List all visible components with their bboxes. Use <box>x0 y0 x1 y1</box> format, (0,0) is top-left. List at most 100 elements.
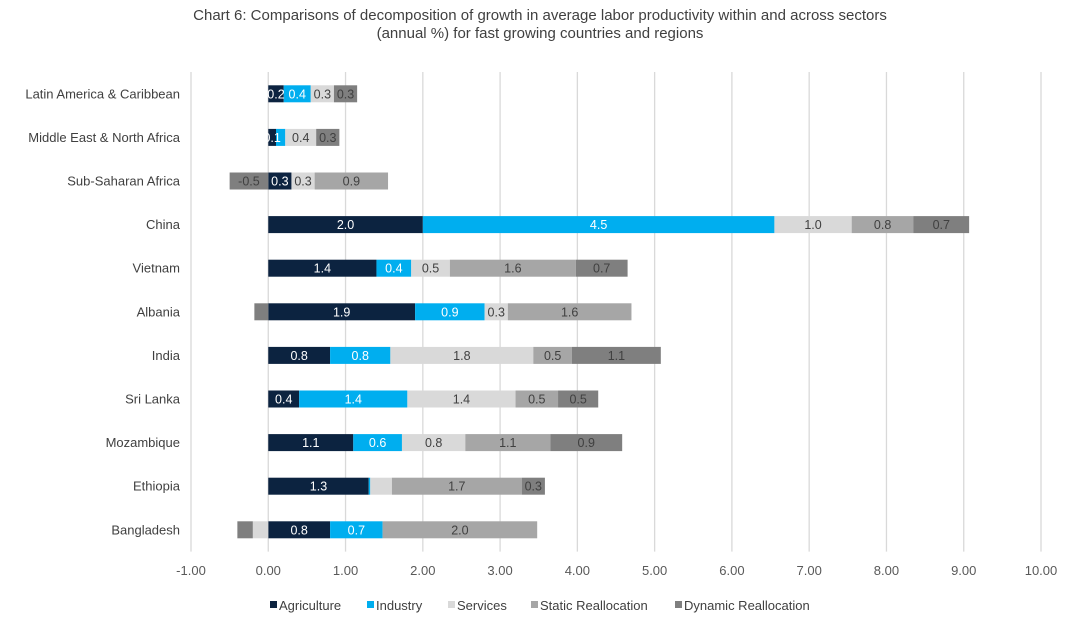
data-label: 0.1 <box>263 131 280 145</box>
data-label: 1.6 <box>504 262 521 276</box>
bar-agriculture-sub-saharan-africa <box>268 172 292 190</box>
legend-item-services: Services <box>448 598 507 613</box>
category-label-middle-east-north-africa: Middle East & North Africa <box>28 130 180 145</box>
data-label: 0.5 <box>528 393 545 407</box>
legend-swatch <box>675 601 682 608</box>
bar-dynamic-reallocation-albania <box>254 303 269 321</box>
bar-static-reallocation-vietnam <box>449 259 576 277</box>
bar-services-india <box>390 346 534 364</box>
data-label: 1.0 <box>804 218 821 232</box>
bar-industry-mozambique <box>353 434 402 452</box>
data-label: 1.7 <box>448 480 465 494</box>
bar-industry-latin-america-caribbean <box>283 85 311 103</box>
bar-industry-ethiopia <box>368 477 371 495</box>
data-label: 0.3 <box>337 87 354 101</box>
data-label: 1.1 <box>302 436 319 450</box>
data-label: 0.9 <box>578 436 595 450</box>
legend-item-static-reallocation: Static Reallocation <box>531 598 648 613</box>
data-label: 2.0 <box>451 523 468 537</box>
category-label-ethiopia: Ethiopia <box>133 479 181 494</box>
data-label: 0.2 <box>267 87 284 101</box>
data-label: 0.9 <box>441 305 458 319</box>
bar-dynamic-reallocation-mozambique <box>550 434 623 452</box>
bar-services-china <box>774 216 852 234</box>
legend-label: Industry <box>376 598 423 613</box>
bar-static-reallocation-mozambique <box>465 434 551 452</box>
data-label: -0.5 <box>238 175 260 189</box>
data-label: 0.5 <box>544 349 561 363</box>
category-label-sri-lanka: Sri Lanka <box>125 392 181 407</box>
bar-dynamic-reallocation-sub-saharan-africa <box>229 172 269 190</box>
bar-static-reallocation-china <box>851 216 914 234</box>
category-label-latin-america-caribbean: Latin America & Caribbean <box>25 86 180 101</box>
legend-swatch <box>448 601 455 608</box>
category-label-vietnam: Vietnam <box>133 261 180 276</box>
category-label-albania: Albania <box>137 304 181 319</box>
data-label: 0.3 <box>294 175 311 189</box>
bar-static-reallocation-bangladesh <box>382 521 538 539</box>
legend-swatch <box>270 601 277 608</box>
x-tick-label: 0.00 <box>256 563 281 578</box>
bars <box>229 85 970 539</box>
data-label: 0.7 <box>348 523 365 537</box>
data-label: 0.8 <box>290 349 307 363</box>
bar-agriculture-bangladesh <box>268 521 331 539</box>
bar-industry-india <box>330 346 391 364</box>
bar-agriculture-india <box>268 346 331 364</box>
legend-label: Services <box>457 598 507 613</box>
x-tick-label: 7.00 <box>797 563 822 578</box>
legend-swatch <box>367 601 374 608</box>
data-label: 0.8 <box>874 218 891 232</box>
data-label: 1.4 <box>314 262 331 276</box>
data-label: 0.7 <box>933 218 950 232</box>
bar-industry-bangladesh <box>330 521 383 539</box>
data-label: 0.3 <box>488 305 505 319</box>
legend-label: Dynamic Reallocation <box>684 598 810 613</box>
data-label: 0.6 <box>369 436 386 450</box>
bar-static-reallocation-ethiopia <box>391 477 522 495</box>
bar-agriculture-sri-lanka <box>268 390 300 408</box>
bar-agriculture-latin-america-caribbean <box>268 85 284 103</box>
data-label: 0.3 <box>525 480 542 494</box>
category-label-bangladesh: Bangladesh <box>111 522 180 537</box>
bar-agriculture-mozambique <box>268 434 354 452</box>
bar-services-bangladesh <box>252 521 269 539</box>
data-label: 0.9 <box>343 175 360 189</box>
data-label: 0.4 <box>289 87 306 101</box>
bar-services-sub-saharan-africa <box>291 172 315 190</box>
legend-swatch <box>531 601 538 608</box>
bar-industry-china <box>422 216 775 234</box>
bar-dynamic-reallocation-china <box>913 216 970 234</box>
bar-static-reallocation-india <box>533 346 572 364</box>
data-label: 0.8 <box>352 349 369 363</box>
data-label: 0.5 <box>569 393 586 407</box>
bar-services-albania <box>484 303 508 321</box>
data-label: 1.1 <box>499 436 516 450</box>
x-tick-label: 8.00 <box>874 563 899 578</box>
legend-label: Static Reallocation <box>540 598 648 613</box>
bar-dynamic-reallocation-sri-lanka <box>558 390 599 408</box>
data-label: 0.3 <box>314 87 331 101</box>
bar-services-vietnam <box>411 259 450 277</box>
data-label: 1.4 <box>453 393 470 407</box>
x-tick-label: 1.00 <box>333 563 358 578</box>
legend: Agriculture Industry Services Static Reallo… <box>270 598 810 613</box>
data-label: 1.6 <box>561 305 578 319</box>
x-tick-label: 4.00 <box>565 563 590 578</box>
data-label: 1.4 <box>345 393 362 407</box>
bar-services-latin-america-caribbean <box>310 85 334 103</box>
bar-dynamic-reallocation-middle-east-north-africa <box>316 128 340 146</box>
category-axis-labels: Latin America & Caribbean Middle East & N… <box>25 86 180 537</box>
data-label: 0.4 <box>385 262 402 276</box>
chart-title-line-1: Chart 6: Comparisons of decomposition of… <box>193 7 887 24</box>
bar-industry-vietnam <box>376 259 412 277</box>
bar-services-middle-east-north-africa <box>285 128 317 146</box>
x-tick-label: 3.00 <box>487 563 512 578</box>
bar-dynamic-reallocation-latin-america-caribbean <box>333 85 358 103</box>
legend-item-dynamic-reallocation: Dynamic Reallocation <box>675 598 810 613</box>
bar-agriculture-middle-east-north-africa <box>268 128 276 146</box>
value-axis-labels: -1.00 0.00 1.00 2.00 3.00 4.00 5.00 6.00 7.00 8.0… <box>176 563 1057 578</box>
data-label: 0.4 <box>292 131 309 145</box>
bar-services-sri-lanka <box>407 390 516 408</box>
